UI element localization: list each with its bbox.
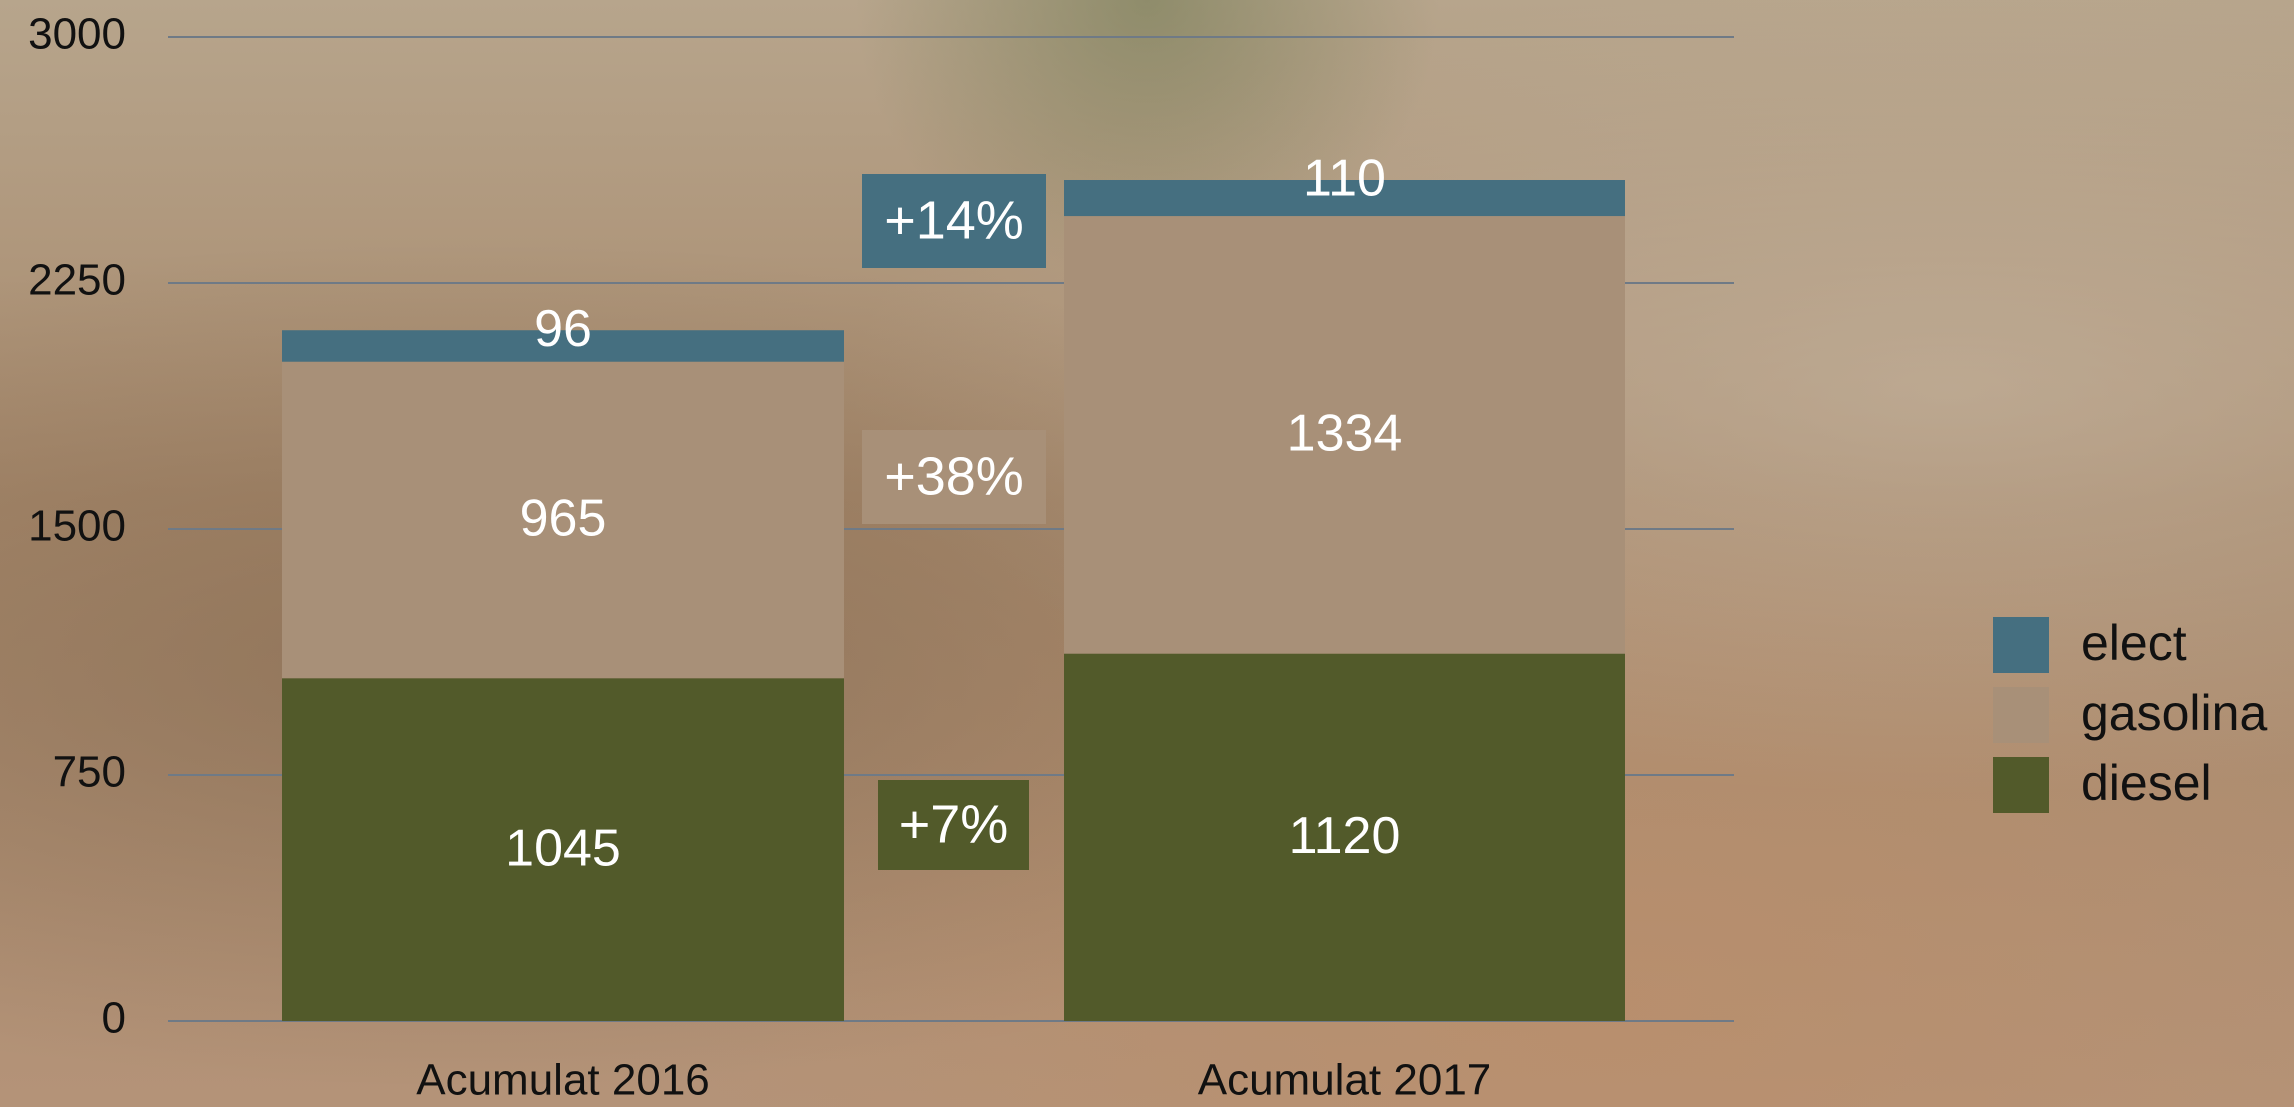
- x-tick-label: Acumulat 2016: [416, 1056, 710, 1105]
- legend-label: elect: [2081, 615, 2187, 671]
- value-label: 110: [1303, 150, 1386, 208]
- legend-swatch: [1993, 617, 2049, 673]
- annotation: +14%: [884, 190, 1024, 250]
- value-label: 965: [520, 490, 607, 548]
- y-tick-label: 0: [102, 994, 126, 1043]
- bar-segment: [282, 330, 844, 362]
- value-label: 1120: [1289, 807, 1401, 865]
- annotation: +38%: [884, 446, 1024, 506]
- bar-segment: [1064, 180, 1625, 217]
- annotation: +7%: [899, 794, 1009, 854]
- y-tick-label: 750: [53, 748, 126, 797]
- legend-swatch: [1993, 757, 2049, 813]
- annotation-box: [862, 430, 1046, 524]
- annotation-box: [862, 174, 1046, 268]
- x-tick-label: Acumulat 2017: [1198, 1056, 1492, 1105]
- value-label: 1045: [505, 819, 621, 877]
- y-tick-label: 3000: [28, 10, 126, 59]
- value-label: 96: [534, 300, 592, 358]
- bar-segment: [1064, 216, 1625, 654]
- bar-segment: [282, 678, 844, 1021]
- y-tick-label: 2250: [28, 256, 126, 305]
- bar-segment: [282, 361, 844, 679]
- annotation-box: [878, 780, 1029, 870]
- value-label: 1334: [1287, 405, 1403, 463]
- y-tick-label: 1500: [28, 502, 126, 551]
- bar-segment: [1064, 653, 1625, 1021]
- legend-label: gasolina: [2081, 685, 2267, 741]
- legend-swatch: [1993, 687, 2049, 743]
- legend-label: diesel: [2081, 755, 2212, 811]
